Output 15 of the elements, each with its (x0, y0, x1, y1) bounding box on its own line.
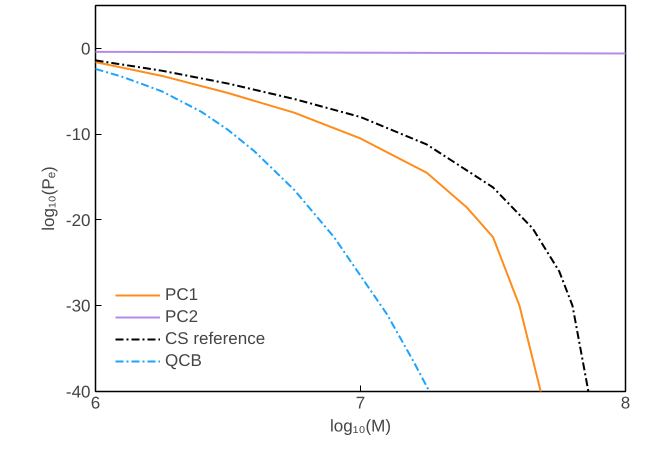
y-tick-label: -30 (66, 296, 91, 316)
legend-label: CS reference (165, 329, 266, 349)
y-tick-label: -20 (66, 210, 91, 230)
x-tick-label: 8 (620, 394, 630, 412)
legend-label: PC2 (165, 307, 198, 327)
x-tick-label: 6 (90, 394, 100, 412)
y-axis-title: log₁₀(Pₑ) (38, 166, 58, 231)
legend-label: QCB (165, 351, 202, 371)
legend-label: PC1 (165, 285, 198, 305)
y-tick-label: -40 (66, 382, 91, 402)
x-axis-title: log₁₀(M) (330, 416, 391, 436)
y-tick-label: 0 (81, 39, 91, 58)
y-tick-label: -10 (66, 125, 91, 144)
x-tick-label: 7 (356, 394, 366, 412)
line-series (96, 68, 430, 392)
